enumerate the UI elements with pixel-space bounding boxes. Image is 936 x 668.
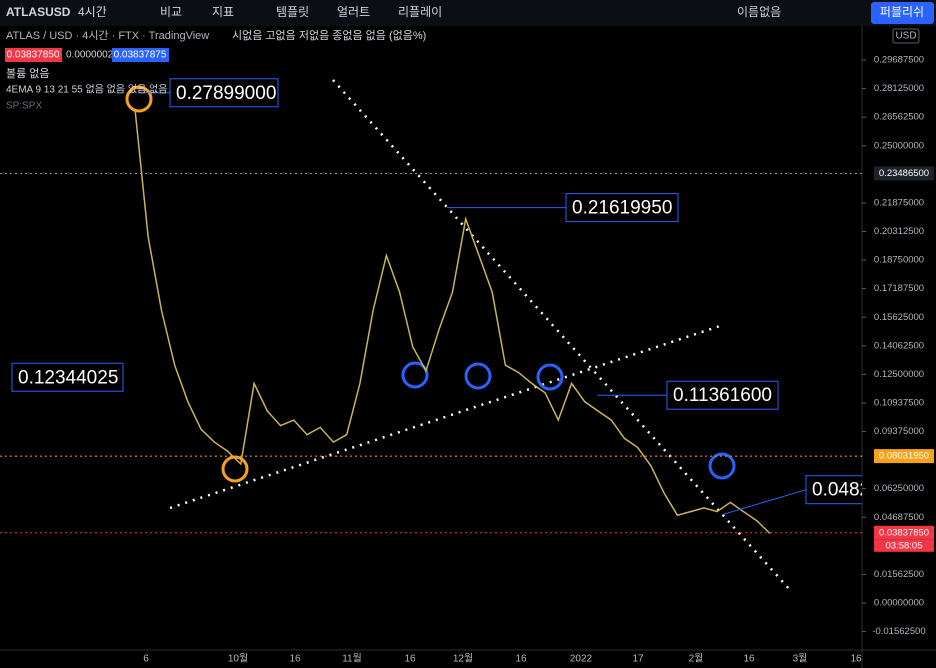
x-tick-label: 16 xyxy=(404,654,416,665)
legend-ohlc: 시없음 고없음 저없음 종없음 없음 (없음%) xyxy=(232,29,426,42)
layout-name[interactable]: 이름없음 xyxy=(737,5,781,19)
trendline xyxy=(169,324,721,510)
y-tick-label: 0.12500000 xyxy=(874,369,924,380)
ask-badge xyxy=(112,48,169,62)
annotation-box xyxy=(565,193,679,223)
x-tick-label: 16 xyxy=(289,654,301,665)
volume-legend: 볼륨 없음 xyxy=(6,67,50,80)
y-tick-label: 0.28125000 xyxy=(874,83,924,94)
ema-legend: 4EMA 9 13 21 55 없음 없음 없음 없음 xyxy=(6,83,167,96)
annotation-leader xyxy=(721,489,807,516)
annotation-box xyxy=(666,380,779,410)
currency[interactable]: USD xyxy=(895,31,916,42)
x-tick-label: 10월 xyxy=(228,653,248,665)
x-tick-label: 3월 xyxy=(793,653,808,665)
y-tick-label: 0.06250000 xyxy=(874,483,924,494)
currency-box[interactable] xyxy=(892,28,920,44)
marker-circle xyxy=(125,85,153,113)
y-tick-label: 0.21875000 xyxy=(874,197,924,208)
annotation-label: 0.0482 xyxy=(812,480,870,501)
x-tick-label: 2월 xyxy=(689,653,704,665)
annotation-label: 0.12344025 xyxy=(18,367,118,388)
price-badge xyxy=(874,449,934,464)
price-line-series xyxy=(134,109,771,535)
x-tick-label: 6 xyxy=(143,654,149,665)
countdown-badge xyxy=(874,539,934,552)
interval[interactable]: 4시간 xyxy=(78,5,107,19)
y-tick-label: 0.01562500 xyxy=(874,569,924,580)
indicators[interactable]: 지표 xyxy=(212,5,234,19)
publish-button[interactable] xyxy=(871,2,934,24)
marker-circle xyxy=(464,362,492,390)
price-badge-label: 0.03837850 xyxy=(879,527,929,538)
x-tick-label: 12월 xyxy=(453,653,473,665)
x-tick-label: 17 xyxy=(632,654,644,665)
bid-badge xyxy=(5,48,62,62)
annotation-box xyxy=(169,78,279,108)
marker-circle xyxy=(708,452,736,480)
marker-circle xyxy=(221,455,249,483)
x-tick-label: 16 xyxy=(850,654,862,665)
y-tick-label: 0.26562500 xyxy=(874,112,924,123)
plot: 0.27899000 0.21619950 0.12344025 0.11361600… xyxy=(0,78,870,591)
annotation-label: 0.27899000 xyxy=(176,83,276,104)
y-tick-label: 0.04687500 xyxy=(874,512,924,523)
y-tick-label: 0.15625000 xyxy=(874,312,924,323)
y-tick-label: 0.20312500 xyxy=(874,226,924,237)
y-tick-label: 0.18750000 xyxy=(874,255,924,266)
legend-title: ATLAS / USD · 4시간 · FTX · TradingView xyxy=(6,29,209,42)
annotation-label: 0.11361600 xyxy=(673,385,772,406)
price-badge-label: 0.23486500 xyxy=(879,168,929,179)
y-tick-label: 0.14062500 xyxy=(874,340,924,351)
ask: 0.03837875 xyxy=(114,50,167,61)
y-tick-label: 0.29687500 xyxy=(874,55,924,66)
annotation-label: 0.21619950 xyxy=(572,198,672,219)
x-tick-label: 2022 xyxy=(570,654,593,665)
y-tick-label: 0.09375000 xyxy=(874,426,924,437)
countdown: 03:58:05 xyxy=(886,540,923,551)
x-tick-label: 16 xyxy=(743,654,755,665)
y-tick-label: -0.01562500 xyxy=(872,626,925,637)
alert[interactable]: 얼러트 xyxy=(337,5,370,19)
y-tick-label: 0.25000000 xyxy=(874,140,924,151)
annotation-box xyxy=(805,475,862,505)
spx-legend: SP:SPX xyxy=(6,101,42,112)
y-tick-label: 0.17187500 xyxy=(874,283,924,294)
price-badge-label: 0.08031950 xyxy=(879,451,929,462)
marker-circle xyxy=(536,363,564,391)
spread: 0.00000025 xyxy=(66,50,119,61)
bid: 0.03837850 xyxy=(7,50,60,61)
x-tick-label: 11월 xyxy=(342,653,362,665)
compare[interactable]: 비교 xyxy=(160,5,182,19)
y-tick-label: 0.00000000 xyxy=(874,598,924,609)
publish-label[interactable]: 퍼블리쉬 xyxy=(880,5,924,19)
templates[interactable]: 템플릿 xyxy=(276,5,309,19)
marker-circle xyxy=(401,361,429,389)
price-badge xyxy=(874,525,934,540)
annotation-box xyxy=(11,362,124,392)
replay[interactable]: 리플레이 xyxy=(398,5,442,19)
price-badge xyxy=(874,166,934,181)
symbol[interactable]: ATLASUSD xyxy=(6,5,71,19)
toolbar xyxy=(0,0,936,26)
x-tick-label: 16 xyxy=(515,654,527,665)
y-tick-label: 0.10937500 xyxy=(874,397,924,408)
